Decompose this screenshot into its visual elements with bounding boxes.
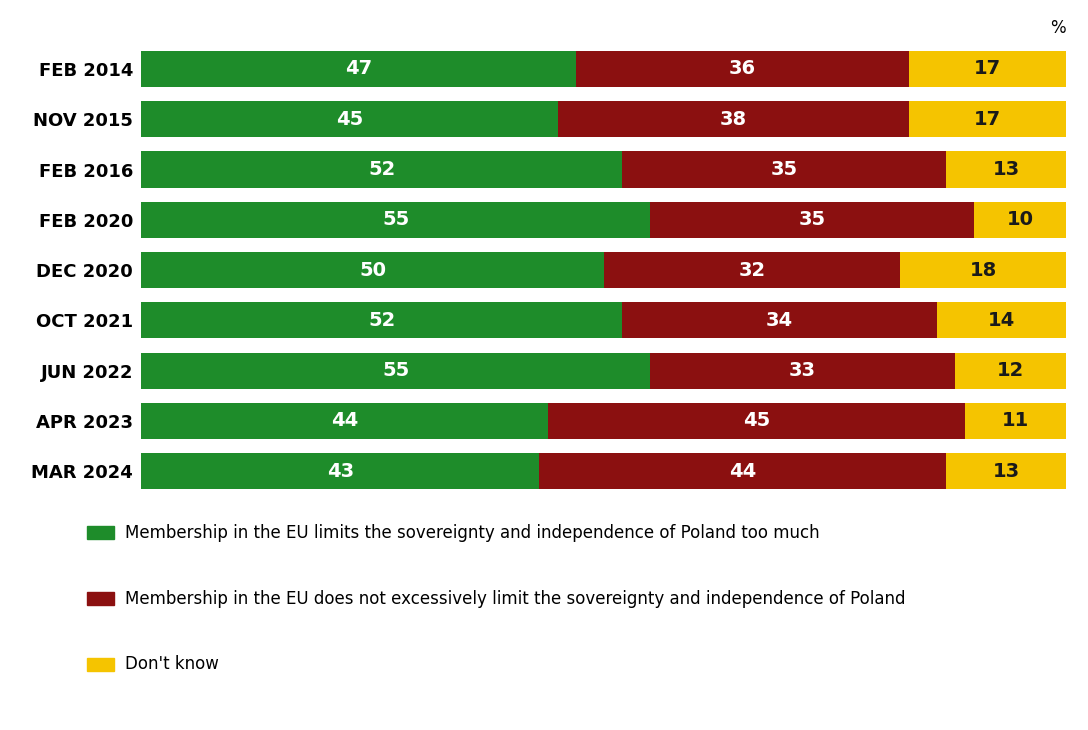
Text: 35: 35	[770, 160, 798, 179]
Bar	[141, 252, 604, 288]
Bar	[955, 353, 1066, 389]
Text: 47: 47	[345, 59, 372, 78]
Bar	[908, 51, 1066, 87]
Text: 13: 13	[992, 462, 1019, 481]
Bar	[540, 453, 947, 489]
Text: 18: 18	[969, 261, 997, 280]
Bar	[964, 403, 1066, 439]
Bar	[650, 201, 974, 238]
Bar	[557, 101, 908, 137]
Bar	[650, 353, 955, 389]
Bar	[141, 453, 540, 489]
Text: 45: 45	[743, 412, 770, 431]
Text: 35: 35	[799, 210, 826, 229]
Bar	[622, 302, 937, 339]
Text: 12: 12	[997, 361, 1025, 380]
Text: 52: 52	[368, 311, 396, 330]
Bar	[141, 101, 557, 137]
Text: 55: 55	[382, 210, 409, 229]
Bar	[141, 353, 650, 389]
Bar	[974, 201, 1066, 238]
Text: 36: 36	[729, 59, 756, 78]
Bar	[945, 453, 1066, 489]
Text: Membership in the EU does not excessively limit the sovereignty and independence: Membership in the EU does not excessivel…	[125, 590, 905, 607]
Bar	[900, 252, 1066, 288]
Bar	[141, 302, 622, 339]
Bar	[604, 252, 900, 288]
Text: 52: 52	[368, 160, 396, 179]
Text: 50: 50	[359, 261, 386, 280]
Bar	[577, 51, 910, 87]
Text: 44: 44	[331, 412, 359, 431]
Text: 11: 11	[1002, 412, 1029, 431]
Bar	[908, 101, 1066, 137]
Bar	[141, 51, 577, 87]
Text: 45: 45	[336, 110, 363, 128]
Text: 17: 17	[974, 110, 1001, 128]
Bar	[945, 151, 1066, 188]
Text: Membership in the EU limits the sovereignty and independence of Poland too much: Membership in the EU limits the sovereig…	[125, 524, 819, 542]
Bar	[141, 201, 650, 238]
Text: 38: 38	[720, 110, 746, 128]
Text: 34: 34	[766, 311, 793, 330]
Text: 10: 10	[1006, 210, 1034, 229]
Bar	[622, 151, 945, 188]
Text: 44: 44	[729, 462, 756, 481]
Text: %: %	[1051, 19, 1066, 37]
Text: 55: 55	[382, 361, 409, 380]
Text: 43: 43	[326, 462, 354, 481]
Text: 32: 32	[739, 261, 765, 280]
Text: 14: 14	[988, 311, 1015, 330]
Text: Don't know: Don't know	[125, 656, 219, 673]
Bar	[141, 403, 548, 439]
Bar	[937, 302, 1066, 339]
Text: 33: 33	[789, 361, 816, 380]
Text: 13: 13	[992, 160, 1019, 179]
Bar	[141, 151, 622, 188]
Text: 17: 17	[974, 59, 1001, 78]
Bar	[548, 403, 964, 439]
